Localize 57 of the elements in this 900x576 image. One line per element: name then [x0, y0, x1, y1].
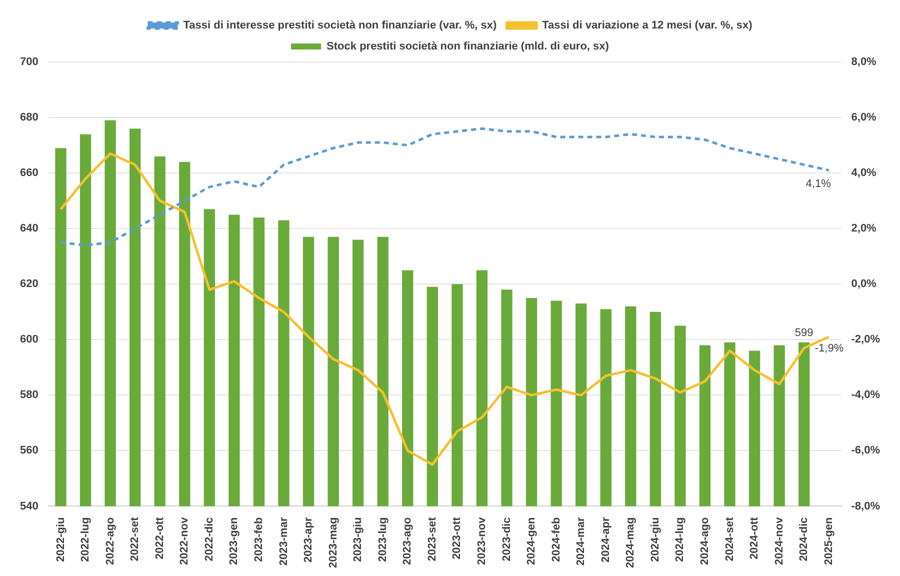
x-tick-label: 2023-ago	[402, 516, 414, 565]
x-tick-label: 2025-gen	[822, 516, 835, 565]
x-tick-label: 2022-giu	[54, 517, 67, 562]
x-tick-label: 2024-mar	[575, 516, 588, 566]
x-tick-label: 2023-feb	[253, 516, 265, 562]
y-tick-label: 620	[20, 278, 38, 290]
y2-tick-label: 0,0%	[851, 278, 877, 290]
x-tick-label: 2024-nov	[773, 516, 786, 565]
y-tick-label: 700	[20, 56, 38, 68]
x-tick-label: 2022-ott	[154, 516, 166, 560]
x-tick-label: 2022-nov	[178, 516, 191, 565]
x-tick-label: 2024-feb	[550, 516, 562, 562]
y-tick-label: 640	[20, 222, 38, 235]
y2-tick-label: -4,0%	[851, 389, 880, 402]
x-tick-label: 2023-mag	[327, 517, 340, 568]
y2-tick-label: -6,0%	[851, 444, 880, 457]
x-tick-label: 2024-gen	[526, 516, 538, 565]
legend-label: Tassi di variazione a 12 mesi (var. %, sx)	[542, 20, 753, 32]
x-tick-label: 2024-dic	[798, 517, 810, 562]
x-tick-label: 2022-dic	[203, 517, 216, 562]
x-tick-label: 2024-mag	[624, 517, 637, 568]
y-tick-label: 580	[20, 389, 38, 402]
x-tick-label: 2022-lug	[80, 517, 92, 562]
data-label: 4,1%	[806, 178, 832, 190]
x-tick-label: 2024-set	[724, 516, 736, 562]
x-tick-label: 2024-ago	[699, 516, 712, 565]
x-tick-label: 2024-giu	[649, 517, 662, 562]
x-tick-label: 2023-lug	[376, 517, 389, 562]
x-tick-label: 2023-mar	[278, 516, 290, 566]
y2-tick-label: 6,0%	[851, 112, 877, 124]
x-tick-label: 2024-apr	[600, 516, 612, 563]
y-tick-label: 600	[20, 334, 38, 346]
data-label: 599	[794, 326, 814, 339]
data-label: -1,9%	[814, 342, 844, 354]
y2-tick-label: 8,0%	[851, 56, 877, 68]
x-tick-label: 2022-ago	[104, 516, 116, 565]
line-series	[59, 127, 830, 247]
x-tick-label: 2023-dic	[500, 517, 513, 562]
x-tick-label: 2023-set	[426, 516, 438, 562]
y-tick-label: 560	[20, 444, 38, 457]
y-tick-label: 540	[20, 500, 38, 512]
legend-label: Stock prestiti società non finanziarie (mld. di euro, sx)	[326, 40, 610, 53]
x-tick-label: 2023-giu	[352, 517, 364, 562]
y-tick-label: 680	[20, 112, 38, 124]
y-tick-label: 660	[20, 167, 38, 180]
x-tick-label: 2022-set	[129, 516, 142, 562]
x-tick-label: 2024-ott	[748, 516, 761, 560]
legend-label: Tassi di interesse prestiti società non finanziarie (var. %, sx)	[183, 20, 497, 32]
y2-tick-label: -8,0%	[851, 500, 880, 512]
y2-tick-label: 4,0%	[851, 167, 877, 180]
y2-tick-label: 2,0%	[851, 222, 877, 235]
x-tick-label: 2023-nov	[476, 516, 488, 565]
x-tick-label: 2023-apr	[302, 516, 315, 563]
x-tick-label: 2024-lug	[674, 517, 686, 562]
x-tick-label: 2023-ott	[451, 516, 464, 560]
x-tick-label: 2023-gen	[228, 516, 240, 565]
y2-tick-label: -2,0%	[851, 334, 880, 346]
